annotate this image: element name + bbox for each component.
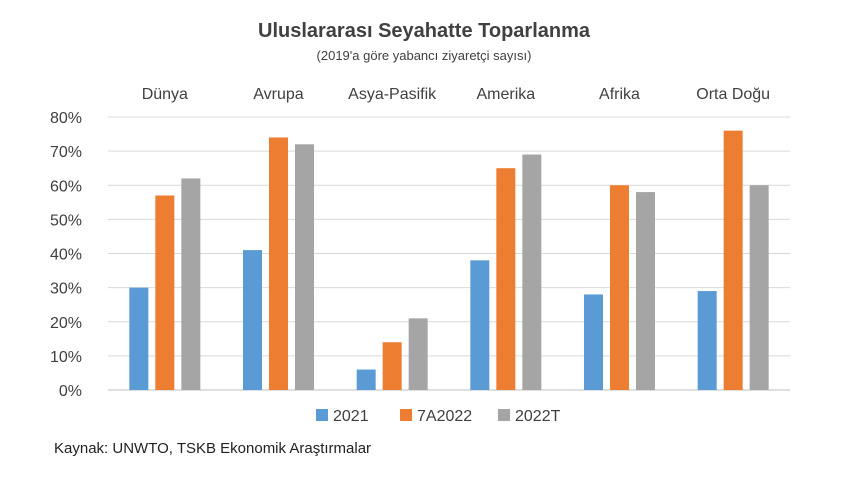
bar-7A2022-Dünya [155,195,175,390]
bar-7A2022-Asya-Pasifik [382,342,402,390]
legend-label: 2021 [333,408,369,425]
category-label: Amerika [476,86,535,103]
bars [129,130,769,390]
bar-7A2022-Orta Doğu [723,130,743,390]
y-tick-label: 40% [50,247,82,264]
legend-swatch [498,409,510,421]
legend-label: 2022T [515,408,561,425]
bar-7A2022-Amerika [496,168,516,390]
y-tick-label: 20% [50,315,82,332]
bar-2021-Afrika [584,294,603,390]
legend-swatch [316,409,328,421]
source-note: Kaynak: UNWTO, TSKB Ekonomik Araştırmala… [54,440,372,457]
y-tick-label: 10% [50,349,82,366]
gridlines [108,116,790,391]
category-label: Afrika [599,86,640,103]
y-tick-label: 80% [50,110,82,127]
bar-2021-Dünya [129,287,149,390]
y-tick-label: 50% [50,212,82,229]
bar-7A2022-Afrika [610,185,629,390]
category-label: Asya-Pasifik [348,86,437,103]
legend-swatch [400,409,412,421]
y-tick-label: 70% [50,144,82,161]
legend: 2021 7A2022 2022T [316,408,561,425]
bar-2022T-Orta Doğu [749,185,769,390]
bar-2022T-Dünya [181,178,201,390]
bar-2021-Avrupa [243,250,262,390]
y-tick-label: 30% [50,281,82,298]
y-tick-label: 0% [59,383,82,400]
legend-label: 7A2022 [417,408,472,425]
bar-2022T-Asya-Pasifik [408,318,428,390]
bar-2021-Amerika [470,260,490,390]
bar-2021-Orta Doğu [697,291,717,390]
category-label: Avrupa [253,86,304,103]
chart-title: Uluslararası Seyahatte Toparlanma [258,20,591,42]
category-labels: Dünya Avrupa Asya-Pasifik Amerika Afrika Orta… [142,86,770,103]
category-label: Orta Doğu [696,86,770,103]
bar-2022T-Afrika [636,192,655,390]
bar-2021-Asya-Pasifik [356,369,376,390]
y-tick-label: 60% [50,178,82,195]
bar-2022T-Avrupa [295,144,314,390]
category-label: Dünya [142,86,188,103]
bar-7A2022-Avrupa [269,137,288,390]
bar-2022T-Amerika [522,154,542,390]
y-axis-ticks: 0% 10% 20% 30% 40% 50% 60% 70% 80% [50,110,82,400]
chart-subtitle: (2019'a göre yabancı ziyaretçi sayısı) [317,48,532,63]
